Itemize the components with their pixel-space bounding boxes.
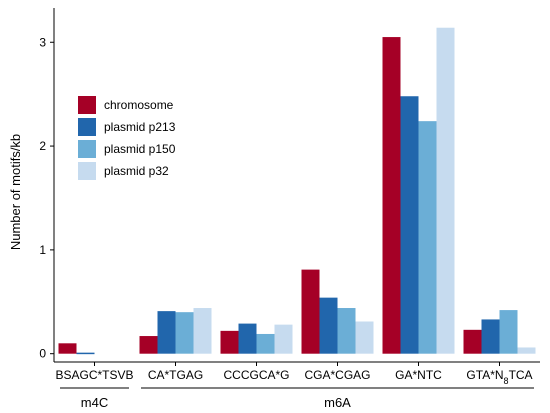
bar-plasmid-p32-4 [436, 27, 455, 354]
legend-label-plasmid-p32: plasmid p32 [104, 164, 169, 178]
y-axis-label: Number of motifs/kb [8, 134, 23, 250]
bar-plasmid-p213-5 [481, 319, 500, 354]
bar-chromosome-3 [301, 269, 320, 354]
bars-layer [58, 27, 536, 355]
bar-plasmid-p150-2 [256, 333, 275, 354]
category-label-5: GTA*N8TCA [466, 368, 532, 386]
bar-plasmid-p213-4 [400, 96, 419, 354]
bar-plasmid-p150-4 [418, 121, 437, 354]
bar-chromosome-1 [139, 336, 158, 354]
bar-chromosome-4 [382, 37, 401, 354]
category-label-2: CCCGCA*G [223, 368, 289, 382]
bar-chromosome-0 [58, 343, 77, 354]
bar-chromosome-5 [463, 329, 482, 354]
bar-plasmid-p32-2 [274, 324, 293, 354]
bar-plasmid-p213-3 [319, 297, 338, 354]
y-tick-label-3: 3 [39, 35, 46, 49]
bar-plasmid-p150-3 [337, 308, 356, 354]
bar-plasmid-p150-5 [499, 310, 518, 354]
category-label-0: BSAGC*TSVB [55, 368, 133, 382]
legend-label-plasmid-p213: plasmid p213 [104, 120, 176, 134]
bar-plasmid-p32-5 [517, 347, 536, 354]
legend-label-plasmid-p150: plasmid p150 [104, 142, 176, 156]
bar-plasmid-p32-1 [193, 308, 212, 354]
bar-plasmid-p150-1 [175, 312, 194, 354]
group-label-m6A: m6A [324, 395, 351, 410]
bar-plasmid-p213-2 [238, 323, 257, 354]
y-tick-label-1: 1 [39, 243, 46, 257]
category-label-4: GA*NTC [395, 368, 442, 382]
y-tick-label-2: 2 [39, 139, 46, 153]
axes-layer: 0 1 2 3 BSAGC*TSVB CA*TGAG CCCGCA*G CGA*CGAG GA*… [39, 8, 540, 410]
category-label-3: CGA*CGAG [304, 368, 370, 382]
legend-label-chromosome: chromosome [104, 98, 174, 112]
bar-chromosome-2 [220, 330, 239, 354]
legend-swatch-plasmid-p213 [78, 118, 96, 136]
legend-swatch-chromosome [78, 96, 96, 114]
bar-plasmid-p213-1 [157, 311, 176, 354]
legend-swatch-plasmid-p32 [78, 162, 96, 180]
y-tick-label-0: 0 [39, 347, 46, 361]
category-label-1: CA*TGAG [148, 368, 203, 382]
bar-plasmid-p32-3 [355, 321, 374, 354]
group-label-m4C: m4C [81, 395, 108, 410]
legend: chromosome plasmid p213 plasmid p150 plasmi… [78, 96, 176, 180]
bar-plasmid-p213-0 [76, 352, 95, 355]
legend-swatch-plasmid-p150 [78, 140, 96, 158]
